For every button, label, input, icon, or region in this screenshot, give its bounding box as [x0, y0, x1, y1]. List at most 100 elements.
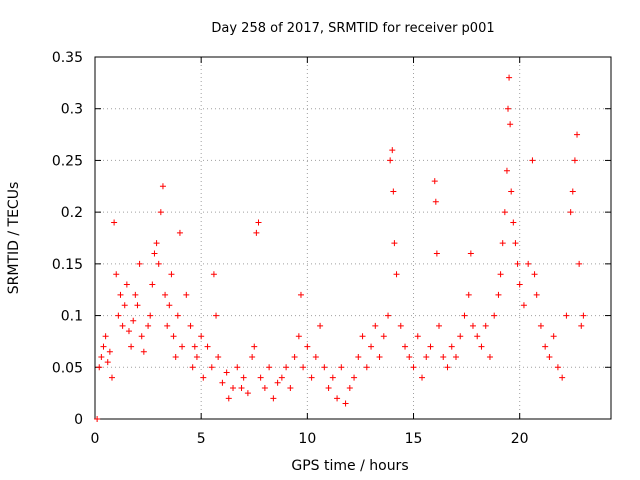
data-point [225, 395, 232, 402]
y-tick-label: 0.35 [52, 50, 83, 66]
data-point [179, 343, 186, 350]
data-point [505, 105, 512, 112]
data-point [176, 229, 183, 236]
data-point [440, 353, 447, 360]
data-point [387, 157, 394, 164]
data-point [436, 322, 442, 329]
data-point [223, 369, 230, 376]
data-point [111, 219, 118, 226]
y-tick-label: 0.15 [52, 257, 83, 273]
data-point [546, 353, 553, 360]
data-point [251, 343, 258, 350]
data-point [234, 364, 241, 371]
chart-title: Day 258 of 2017, SRMTID for receiver p00… [211, 21, 494, 36]
data-point [155, 260, 162, 267]
data-point [140, 348, 147, 355]
data-point [104, 359, 111, 366]
data-point [510, 219, 517, 226]
data-point [542, 343, 549, 350]
data-point [153, 240, 160, 247]
data-point [193, 353, 200, 360]
data-point [355, 353, 362, 360]
data-point [261, 384, 268, 391]
x-axis-label: GPS time / hours [291, 458, 408, 474]
data-point [198, 333, 205, 340]
data-point [363, 364, 370, 371]
data-point [253, 229, 260, 236]
data-point [419, 374, 426, 381]
data-point [94, 416, 101, 422]
data-point [391, 240, 398, 247]
data-point [431, 178, 438, 185]
data-point [162, 291, 169, 298]
data-point [448, 343, 455, 350]
data-point [385, 312, 392, 319]
data-point [457, 333, 464, 340]
data-point [117, 291, 124, 298]
y-axis-label: SRMTID / TECUs [6, 182, 22, 295]
data-point [121, 302, 128, 309]
data-point [578, 322, 585, 329]
data-point [115, 312, 122, 319]
data-point [274, 379, 281, 386]
data-point [128, 343, 135, 350]
data-point [102, 333, 109, 340]
data-point [529, 157, 536, 164]
data-point [147, 312, 154, 319]
data-point [554, 364, 561, 371]
data-point [474, 333, 481, 340]
data-point [497, 271, 504, 278]
data-point [452, 353, 459, 360]
data-point [283, 364, 290, 371]
data-point [533, 291, 540, 298]
data-point [183, 291, 190, 298]
data-point [406, 353, 413, 360]
data-point [520, 302, 527, 309]
data-point [486, 353, 493, 360]
data-point [465, 291, 472, 298]
data-point [297, 291, 304, 298]
data-point [482, 322, 489, 329]
data-point [506, 74, 513, 81]
data-point [393, 271, 400, 278]
data-point [255, 219, 262, 226]
data-point [427, 343, 434, 350]
data-point [113, 271, 120, 278]
data-point [512, 240, 519, 247]
data-point [507, 121, 514, 128]
data-point [132, 291, 139, 298]
data-point [191, 343, 198, 350]
data-point [317, 322, 324, 329]
data-point [134, 302, 141, 309]
data-point [423, 353, 430, 360]
data-point [210, 271, 217, 278]
data-point [168, 271, 175, 278]
grid-lines [95, 57, 611, 419]
y-tick-label: 0.1 [61, 309, 83, 325]
data-point [145, 322, 152, 329]
x-tick-label: 5 [197, 431, 206, 447]
data-point [380, 333, 387, 340]
data-point [580, 312, 587, 319]
data-point [100, 343, 107, 350]
data-point [304, 343, 311, 350]
data-point [495, 291, 502, 298]
data-point [240, 374, 247, 381]
data-point [189, 364, 196, 371]
data-point [151, 250, 158, 257]
data-point [159, 183, 166, 190]
data-point [300, 364, 307, 371]
data-point [402, 343, 409, 350]
data-point [334, 395, 341, 402]
data-point [257, 374, 264, 381]
data-point [567, 209, 574, 216]
data-point [508, 188, 515, 195]
data-point [514, 260, 521, 267]
data-point [96, 364, 103, 371]
data-points [94, 74, 587, 422]
data-point [397, 322, 404, 329]
data-point [213, 312, 220, 319]
data-point [312, 353, 319, 360]
data-point [138, 333, 145, 340]
data-point [308, 374, 315, 381]
